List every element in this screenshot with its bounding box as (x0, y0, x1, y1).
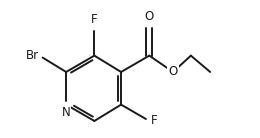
Text: O: O (168, 65, 178, 79)
Text: F: F (91, 13, 98, 26)
Text: N: N (62, 106, 70, 119)
Text: Br: Br (26, 49, 40, 62)
Text: F: F (151, 115, 157, 128)
Text: O: O (145, 10, 154, 23)
